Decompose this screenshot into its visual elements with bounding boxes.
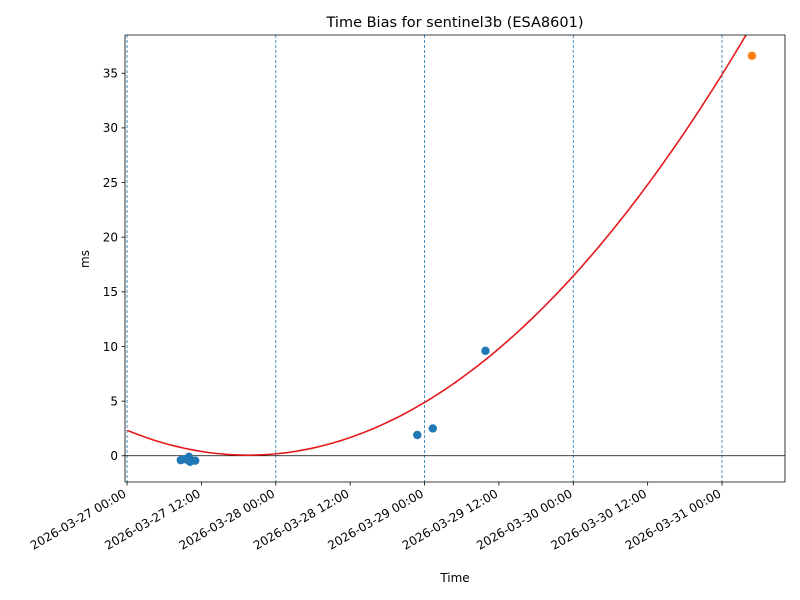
plot-area xyxy=(125,35,785,482)
fit-curve-0 xyxy=(126,35,747,456)
data-point-1-0 xyxy=(747,51,757,60)
y-tick-label-7: 35 xyxy=(103,67,118,81)
y-tick-label-0: 0 xyxy=(110,449,118,463)
data-point-0-5 xyxy=(191,456,200,465)
x-axis-title: Time xyxy=(439,571,469,585)
data-point-0-8 xyxy=(481,346,490,356)
chart-title: Time Bias for sentinel3b (ESA8601) xyxy=(326,15,584,31)
y-tick-label-6: 30 xyxy=(103,121,118,135)
y-tick-label-1: 5 xyxy=(110,394,118,408)
data-point-0-7 xyxy=(428,424,437,433)
y-axis-title: ms xyxy=(78,250,92,268)
data-point-0-6 xyxy=(413,430,422,440)
y-tick-label-3: 15 xyxy=(103,285,118,299)
y-tick-label-4: 20 xyxy=(103,230,118,244)
y-tick-label-2: 10 xyxy=(103,340,118,354)
y-tick-label-5: 25 xyxy=(103,176,118,190)
plot-contents xyxy=(125,35,785,482)
